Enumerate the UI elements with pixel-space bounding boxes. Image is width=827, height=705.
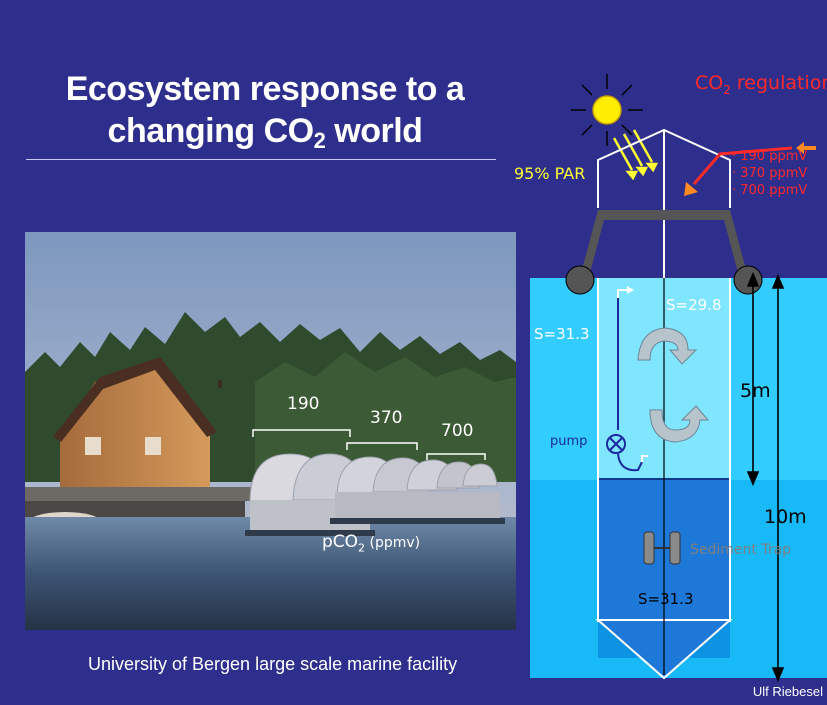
chimney (218, 380, 222, 388)
boathouse-window (145, 437, 161, 455)
co2-reg-suffix: regulation (730, 72, 827, 94)
mesocosm-photo: 190 370 700 pCO2 (ppmv) (25, 232, 516, 630)
co2-level-item: · 370 ppmV (732, 166, 808, 181)
title-line-2-sub: 2 (313, 128, 326, 153)
treatment-brackets (252, 429, 486, 460)
page-title: Ecosystem response to a changing CO2 wor… (30, 68, 500, 152)
title-line-2: changing CO2 world (30, 110, 500, 152)
flotation-frame (565, 210, 763, 295)
co2-input-arrow (684, 142, 816, 196)
sediment-trap-label: Sediment Trap (690, 542, 792, 558)
salinity-outer: S=31.3 (534, 325, 590, 343)
pump-label: pump (550, 434, 588, 449)
salinity-inner-top: S=29.8 (666, 296, 722, 314)
mesocosm-domes (245, 453, 505, 536)
par-arrows (612, 129, 659, 181)
co2-level-item: · 190 ppmV (732, 149, 808, 164)
author-credit: Ulf Riebesel (752, 684, 823, 699)
title-line-2-suffix: world (325, 112, 423, 150)
pco2-label: pCO2 (ppmv) (322, 532, 420, 554)
sun-icon (571, 74, 643, 146)
co2-regulation-label: CO2 regulation (695, 72, 827, 97)
pump-icon (606, 434, 626, 454)
mesocosm-diagram: CO2 regulation · 190 ppmV · 370 ppmV · 7… (514, 60, 827, 700)
depth-5m-label: 5m (740, 380, 771, 402)
title-divider (26, 159, 496, 160)
par-label: 95% PAR (514, 164, 586, 183)
treatment-label-370: 370 (370, 408, 403, 428)
pco2-sub: 2 (358, 541, 366, 555)
boathouse-roof (53, 357, 217, 442)
treatment-label-190: 190 (287, 394, 320, 414)
boathouse-window (85, 437, 101, 455)
treatment-label-700: 700 (441, 421, 474, 441)
salinity-inner-bottom: S=31.3 (638, 590, 694, 608)
co2-reg-sub: 2 (723, 82, 731, 97)
co2-level-item: · 700 ppmV (732, 183, 808, 198)
pco2-suffix: (ppmv) (365, 535, 421, 551)
mixing-arrows (637, 327, 710, 443)
depth-arrows (746, 271, 785, 683)
facility-caption: University of Bergen large scale marine … (88, 654, 458, 674)
title-line-1: Ecosystem response to a (65, 70, 465, 108)
mesocosm-photo-svg (25, 232, 516, 630)
depth-10m-label: 10m (764, 506, 807, 528)
tree-line-near (255, 352, 516, 482)
sediment-trap-icon (643, 531, 681, 565)
mesocosm-diagram-svg (530, 74, 827, 683)
pco2-prefix: pCO (322, 532, 359, 552)
co2-reg-prefix: CO (695, 72, 724, 94)
title-line-2-prefix: changing CO (107, 112, 315, 150)
co2-level-list: · 190 ppmV · 370 ppmV · 700 ppmV (732, 148, 807, 199)
boathouse (60, 360, 210, 522)
pier (25, 487, 265, 501)
